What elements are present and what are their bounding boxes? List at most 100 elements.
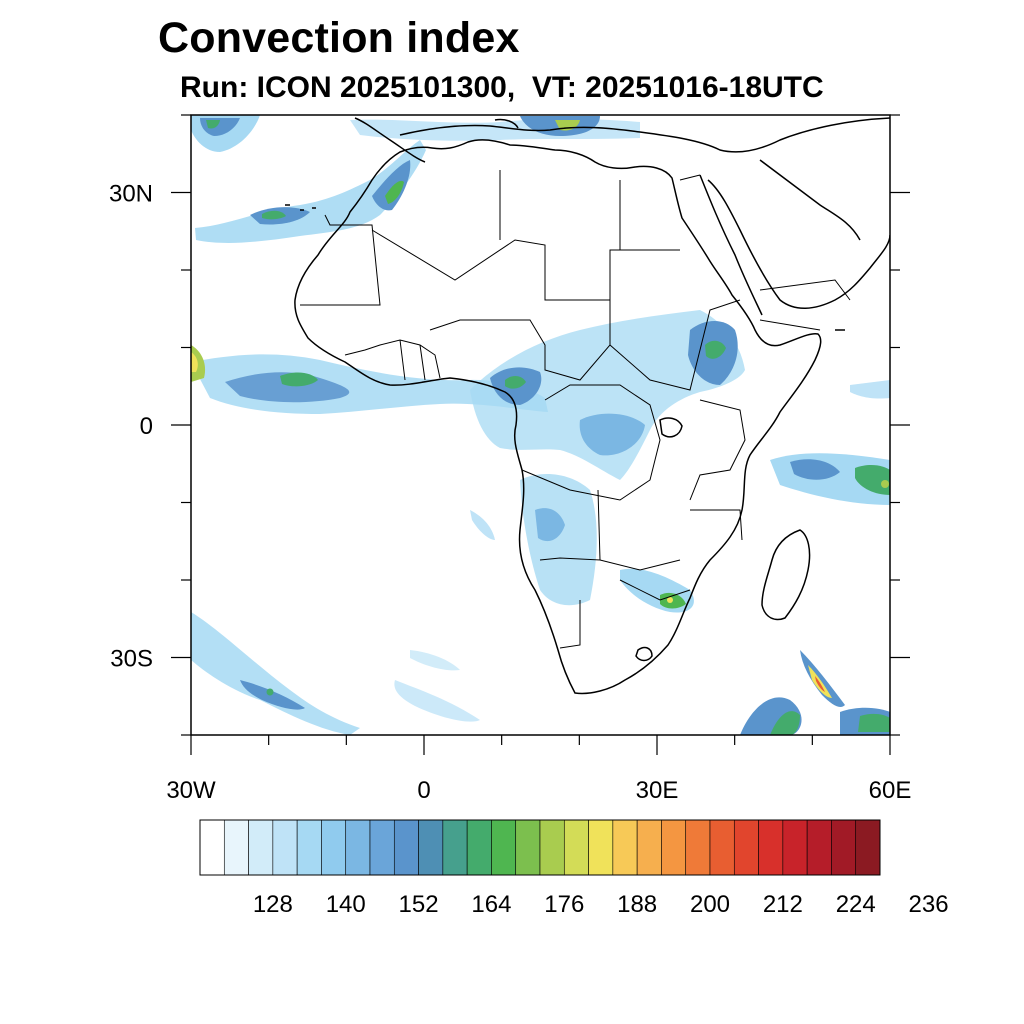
colorbar-swatch bbox=[563, 819, 589, 876]
field-angola-core bbox=[535, 508, 565, 542]
field-sa-scatter-1 bbox=[394, 680, 480, 722]
field-central-band bbox=[470, 310, 745, 480]
field-indian-yellow bbox=[881, 480, 889, 488]
lat-tick-label: 30N bbox=[109, 181, 153, 208]
field-madagascar-streak-core bbox=[808, 665, 832, 698]
field-itcz-core bbox=[225, 372, 350, 403]
field-ethiopia-green bbox=[705, 340, 726, 359]
colorbar-swatch bbox=[442, 819, 468, 876]
field-south-atlantic-green bbox=[266, 688, 274, 696]
border-7 bbox=[539, 489, 681, 571]
field-angola-band bbox=[520, 474, 597, 606]
lon-tick-label: 0 bbox=[417, 777, 430, 804]
chart-subtitle: Run: ICON 2025101300, VT: 20251016-18UTC bbox=[180, 71, 824, 104]
colorbar-frame bbox=[199, 819, 881, 876]
border-11 bbox=[689, 399, 746, 501]
lon-tick-label: 30W bbox=[166, 777, 216, 804]
colorbar-swatch bbox=[248, 819, 274, 876]
field-madagascar-streak bbox=[800, 650, 845, 707]
field-east-edge bbox=[850, 380, 890, 399]
colorbar-swatch bbox=[321, 819, 347, 876]
lake-victoria bbox=[659, 417, 683, 438]
colorbar-tick-label: 140 bbox=[326, 891, 366, 918]
colorbar-swatch bbox=[685, 819, 711, 876]
colorbar-swatch bbox=[709, 819, 735, 876]
colorbar-swatch bbox=[272, 819, 298, 876]
coastline-sicily bbox=[494, 118, 519, 129]
colorbar-tick-label: 128 bbox=[253, 891, 293, 918]
colorbar-swatch bbox=[539, 819, 565, 876]
field-indian-green bbox=[855, 464, 890, 495]
field-morocco-green bbox=[385, 180, 404, 204]
colorbar-swatch bbox=[393, 819, 419, 876]
coastline-iberia bbox=[354, 117, 426, 163]
field-madagascar-streak-red bbox=[815, 676, 825, 692]
coastline-gulf bbox=[759, 159, 861, 241]
field-cameroon-green bbox=[505, 376, 526, 389]
border-13 bbox=[759, 279, 851, 331]
field-canary-green bbox=[262, 210, 286, 220]
colorbar-swatch bbox=[418, 819, 444, 876]
lon-tick-label: 60E bbox=[869, 777, 912, 804]
coastline-africa bbox=[294, 139, 822, 695]
lat-tick-label: 0 bbox=[140, 413, 153, 440]
colorbar-swatch bbox=[831, 819, 857, 876]
border-10 bbox=[399, 339, 426, 381]
colorbar-tick-label: 176 bbox=[544, 891, 584, 918]
colorbar-swatch bbox=[612, 819, 638, 876]
colorbar-tick-label: 164 bbox=[471, 891, 511, 918]
colorbar-swatch bbox=[758, 819, 784, 876]
coastline-arabia bbox=[707, 179, 890, 309]
colorbar-swatch bbox=[661, 819, 687, 876]
colorbar-swatch bbox=[223, 819, 249, 876]
field-morocco-core bbox=[372, 160, 411, 211]
border-8 bbox=[559, 579, 691, 649]
colorbar-tick-label: 224 bbox=[836, 891, 876, 918]
colorbar-swatch bbox=[491, 819, 517, 876]
field-indian-core bbox=[790, 459, 840, 480]
field-mozambique-core bbox=[660, 592, 686, 609]
colorbar-swatch bbox=[782, 819, 808, 876]
colorbar-swatch bbox=[515, 819, 541, 876]
lake-lesotho bbox=[635, 646, 653, 662]
colorbar-swatch bbox=[855, 819, 881, 876]
colorbar-swatch bbox=[296, 819, 322, 876]
field-west-edge bbox=[191, 345, 206, 382]
border-5 bbox=[609, 299, 741, 391]
field-se-corner-green bbox=[770, 711, 800, 735]
field-nw-green bbox=[206, 120, 220, 129]
field-south-atlantic-band bbox=[191, 612, 360, 735]
borders bbox=[300, 170, 851, 649]
chart-title: Convection index bbox=[158, 14, 520, 62]
colorbar-tick-label: 188 bbox=[617, 891, 657, 918]
coastline-tenerife bbox=[285, 204, 316, 211]
border-2 bbox=[371, 229, 680, 301]
colorbar-tick-label: 212 bbox=[763, 891, 803, 918]
colorbar-tick-label: 200 bbox=[690, 891, 730, 918]
colorbar-swatch bbox=[806, 819, 832, 876]
colorbar-swatch bbox=[199, 819, 225, 876]
colorbar-tick-label: 236 bbox=[909, 891, 949, 918]
colorbar: 128 140 152 164 176 188 200 212 224 236 bbox=[199, 819, 949, 918]
colorbar-swatch bbox=[345, 819, 371, 876]
border-6 bbox=[521, 384, 661, 501]
field-south-atlantic-core bbox=[240, 680, 305, 710]
axis-ticks: 30W 0 30E 60E 30N 0 30S bbox=[109, 114, 912, 804]
colorbar-swatch bbox=[588, 819, 614, 876]
field-se-corner-right-green bbox=[858, 713, 890, 732]
field-west-edge-core bbox=[191, 352, 198, 372]
colorbar-tick-label: 152 bbox=[399, 891, 439, 918]
convection-field bbox=[191, 115, 890, 735]
border-12 bbox=[690, 509, 743, 541]
lon-tick-label: 30E bbox=[636, 777, 679, 804]
field-congo-core bbox=[579, 413, 645, 456]
colorbar-swatch bbox=[636, 819, 662, 876]
lat-tick-label: 30S bbox=[110, 646, 153, 673]
border-3 bbox=[499, 170, 701, 250]
colorbar-swatch bbox=[466, 819, 492, 876]
border-4 bbox=[429, 300, 611, 381]
colorbar-swatch bbox=[733, 819, 759, 876]
coastlines bbox=[285, 117, 890, 695]
field-sa-scatter-3 bbox=[470, 510, 495, 540]
